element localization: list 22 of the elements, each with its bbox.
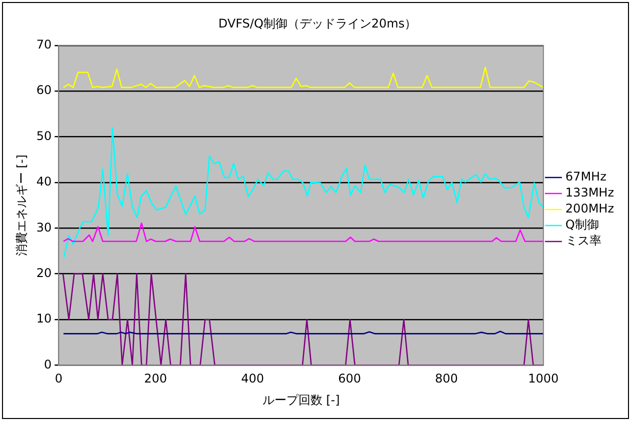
y-tick-label: 40 <box>36 174 52 189</box>
x-tick-label: 1000 <box>528 372 559 386</box>
y-tick-label: 10 <box>36 312 52 326</box>
legend-label: 67MHz <box>565 170 606 184</box>
y-tick-label: 50 <box>36 128 52 143</box>
x-tick-label: 800 <box>435 372 458 386</box>
legend-label: 200MHz <box>565 202 614 216</box>
y-tick-label: 60 <box>36 83 52 98</box>
y-tick-label: 30 <box>36 220 52 234</box>
x-tick-label: 0 <box>54 372 62 386</box>
legend-label: 133MHz <box>565 186 614 200</box>
x-tick-label: 400 <box>241 372 264 386</box>
legend-label: Q制御 <box>565 218 599 232</box>
x-axis-title: ループ回数 [-] <box>262 392 340 407</box>
chart-title: DVFS/Q制御（デッドライン20ms） <box>218 16 417 30</box>
legend-label: ミス率 <box>565 234 602 248</box>
x-tick-label: 200 <box>144 372 168 386</box>
y-tick-label: 20 <box>36 266 52 280</box>
y-axis-title: 消費エネルギー [-] <box>14 154 28 256</box>
y-tick-label: 70 <box>36 38 52 52</box>
x-tick-label: 600 <box>338 372 361 386</box>
y-tick-label: 0 <box>44 357 52 372</box>
